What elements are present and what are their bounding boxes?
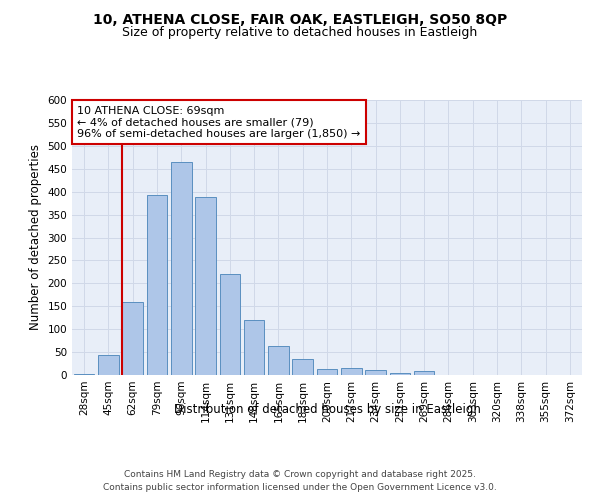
Bar [268,346,289,375]
Bar [195,197,216,375]
Bar [171,162,191,375]
Bar [146,195,167,375]
Bar [220,274,240,375]
Bar [74,374,94,375]
Bar [389,372,410,375]
Bar [365,370,386,375]
Text: 10 ATHENA CLOSE: 69sqm
← 4% of detached houses are smaller (79)
96% of semi-deta: 10 ATHENA CLOSE: 69sqm ← 4% of detached … [77,106,361,138]
Text: 10, ATHENA CLOSE, FAIR OAK, EASTLEIGH, SO50 8QP: 10, ATHENA CLOSE, FAIR OAK, EASTLEIGH, S… [93,12,507,26]
Bar [98,355,119,375]
Text: Contains HM Land Registry data © Crown copyright and database right 2025.
Contai: Contains HM Land Registry data © Crown c… [103,470,497,492]
Text: Distribution of detached houses by size in Eastleigh: Distribution of detached houses by size … [173,402,481,415]
Y-axis label: Number of detached properties: Number of detached properties [29,144,42,330]
Bar [341,368,362,375]
Bar [122,302,143,375]
Bar [414,372,434,375]
Text: Size of property relative to detached houses in Eastleigh: Size of property relative to detached ho… [122,26,478,39]
Bar [292,360,313,375]
Bar [317,368,337,375]
Bar [244,320,265,375]
